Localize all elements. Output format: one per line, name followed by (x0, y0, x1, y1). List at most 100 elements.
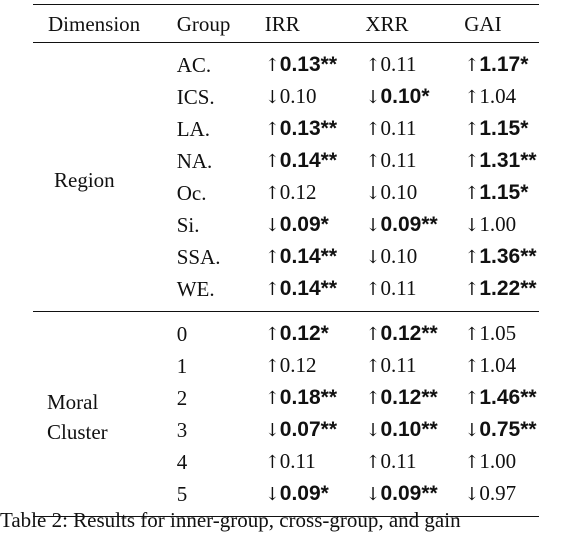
down-arrow-icon: ↓ (264, 87, 280, 108)
xrr-value: 0.11 (380, 353, 417, 377)
gai-cell: ↑1.15* (464, 177, 539, 209)
group-cell: 0 (176, 322, 188, 346)
irr-value: 0.13 (279, 117, 321, 140)
significance-stars: * (520, 117, 529, 140)
table-row: ICS. ↓0.10 ↓0.10* ↑1.04 (33, 81, 539, 113)
xrr-value: 0.10 (380, 85, 422, 108)
gai-value: 1.04 (479, 353, 517, 377)
significance-stars: * (520, 181, 529, 204)
table-header: Dimension Group IRR XRR GAI (33, 4, 539, 43)
xrr-value: 0.10 (380, 418, 422, 441)
xrr-value: 0.09 (380, 213, 422, 236)
gai-value: 1.15 (479, 181, 521, 204)
significance-stars: ** (320, 386, 338, 409)
table-row: LA. ↑0.13** ↑0.11 ↑1.15* (33, 113, 539, 145)
table-row: SSA. ↑0.14** ↓0.10 ↑1.36** (33, 241, 539, 273)
significance-stars: ** (320, 245, 338, 268)
xrr-cell: ↑0.11 (365, 446, 464, 478)
irr-value: 0.09 (279, 482, 321, 505)
significance-stars: ** (421, 213, 438, 236)
significance-stars: ** (520, 418, 537, 441)
gai-cell: ↓0.75** (464, 414, 539, 446)
xrr-value: 0.10 (380, 180, 418, 204)
irr-value: 0.09 (279, 213, 321, 236)
up-arrow-icon: ↑ (464, 183, 480, 204)
header-xrr: XRR (365, 11, 409, 36)
significance-stars: ** (520, 149, 537, 172)
xrr-value: 0.12 (380, 386, 422, 409)
dimension-label-line: Cluster (47, 420, 108, 444)
xrr-cell: ↓0.10** (365, 414, 464, 446)
xrr-cell: ↓0.10 (365, 241, 464, 273)
significance-stars: ** (421, 482, 438, 505)
table-row: NA. ↑0.14** ↑0.11 ↑1.31** (33, 145, 539, 177)
group-cell: 2 (176, 386, 188, 410)
xrr-cell: ↑0.11 (365, 273, 464, 312)
xrr-cell: ↑0.11 (365, 350, 464, 382)
irr-cell: ↑0.13** (265, 43, 366, 82)
group-cell: ICS. (176, 85, 215, 109)
irr-value: 0.14 (279, 277, 321, 300)
significance-stars: ** (320, 117, 338, 140)
xrr-cell: ↓0.10 (365, 177, 464, 209)
xrr-value: 0.11 (380, 52, 417, 76)
xrr-cell: ↑0.11 (365, 113, 464, 145)
significance-stars: * (320, 482, 329, 505)
gai-cell: ↑1.05 (464, 312, 539, 351)
up-arrow-icon: ↑ (365, 356, 381, 377)
gai-value: 1.36 (479, 245, 521, 268)
up-arrow-icon: ↑ (365, 388, 381, 409)
up-arrow-icon: ↑ (264, 247, 280, 268)
gai-cell: ↓0.97 (464, 478, 539, 517)
irr-cell: ↑0.12 (265, 350, 366, 382)
significance-stars: * (520, 53, 529, 76)
group-cell: 5 (176, 482, 188, 506)
xrr-cell: ↓0.09** (365, 209, 464, 241)
header-row: Dimension Group IRR XRR GAI (33, 4, 539, 43)
gai-value: 1.05 (479, 321, 517, 345)
table-row: 5 ↓0.09* ↓0.09** ↓0.97 (33, 478, 539, 517)
dimension-label: Region (54, 168, 115, 192)
xrr-value: 0.09 (380, 482, 422, 505)
up-arrow-icon: ↑ (264, 183, 280, 204)
up-arrow-icon: ↑ (365, 452, 381, 473)
up-arrow-icon: ↑ (264, 324, 280, 345)
irr-cell: ↓0.09* (265, 209, 366, 241)
irr-value: 0.11 (279, 449, 316, 473)
group-cell: WE. (176, 277, 215, 301)
irr-value: 0.07 (279, 418, 321, 441)
up-arrow-icon: ↑ (464, 151, 480, 172)
up-arrow-icon: ↑ (264, 452, 280, 473)
down-arrow-icon: ↓ (464, 420, 480, 441)
gai-cell: ↑1.04 (464, 81, 539, 113)
group-cell: NA. (176, 149, 213, 173)
xrr-value: 0.11 (380, 116, 417, 140)
gai-value: 1.31 (479, 149, 521, 172)
up-arrow-icon: ↑ (365, 119, 381, 140)
irr-value: 0.10 (279, 84, 317, 108)
significance-stars: ** (320, 418, 338, 441)
xrr-value: 0.10 (380, 244, 418, 268)
table-row: 3 ↓0.07** ↓0.10** ↓0.75** (33, 414, 539, 446)
table-body: Region AC. ↑0.13** ↑0.11 ↑1.17* ICS. ↓0.10 ↓0.1… (33, 42, 539, 517)
gai-cell: ↑1.04 (464, 350, 539, 382)
xrr-cell: ↑0.11 (365, 145, 464, 177)
gai-value: 1.46 (479, 386, 521, 409)
significance-stars: * (320, 213, 329, 236)
irr-cell: ↑0.14** (265, 241, 366, 273)
group-cell: AC. (176, 53, 212, 77)
table-row: Si. ↓0.09* ↓0.09** ↓1.00 (33, 209, 539, 241)
table-row: Moral Cluster 0 ↑0.12* ↑0.12** ↑1.05 (33, 311, 539, 444)
up-arrow-icon: ↑ (464, 356, 480, 377)
group-cell: 3 (176, 418, 188, 442)
xrr-cell: ↓0.09** (365, 478, 464, 517)
group-cell: 1 (176, 354, 188, 378)
significance-stars: ** (421, 418, 438, 441)
down-arrow-icon: ↓ (264, 420, 280, 441)
up-arrow-icon: ↑ (464, 55, 480, 76)
irr-value: 0.12 (279, 353, 317, 377)
gai-cell: ↑1.00 (464, 446, 539, 478)
xrr-cell: ↑0.12** (365, 312, 464, 351)
irr-cell: ↓0.07** (265, 414, 366, 446)
gai-cell: ↑1.22** (464, 273, 539, 312)
